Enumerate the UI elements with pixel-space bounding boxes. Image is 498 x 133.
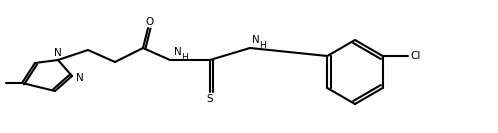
Text: S: S bbox=[207, 94, 213, 104]
Text: O: O bbox=[145, 17, 153, 27]
Text: Cl: Cl bbox=[410, 51, 421, 61]
Text: H: H bbox=[181, 53, 187, 63]
Text: N: N bbox=[76, 73, 84, 83]
Text: N: N bbox=[174, 47, 182, 57]
Text: N: N bbox=[252, 35, 260, 45]
Text: N: N bbox=[54, 48, 62, 58]
Text: H: H bbox=[258, 41, 265, 51]
